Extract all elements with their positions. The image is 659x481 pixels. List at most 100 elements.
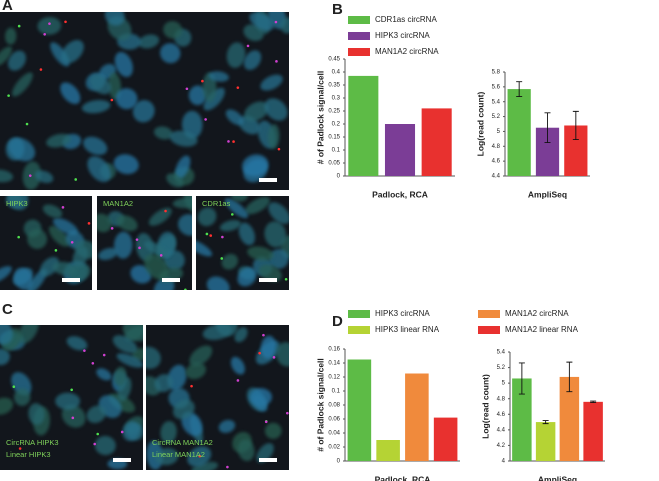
y-axis-label: Log(read count) <box>480 374 490 439</box>
x-axis-label: Padlock, RCA <box>372 189 428 199</box>
nucleus <box>114 366 127 386</box>
nucleus <box>196 239 213 257</box>
signal <box>185 87 189 91</box>
signal <box>184 288 187 290</box>
nucleus <box>0 169 14 183</box>
nucleus <box>61 40 84 64</box>
nucleus <box>28 403 45 425</box>
signal <box>87 222 91 225</box>
nucleus <box>96 368 112 381</box>
image-caption: Linear MAN1A2 <box>152 450 205 459</box>
nucleus <box>252 394 268 412</box>
nucleus <box>234 327 248 343</box>
bar <box>535 422 556 461</box>
legend-label: MAN1A2 circRNA <box>375 47 439 56</box>
signal <box>198 454 202 458</box>
y-tick-label: 0.4 <box>332 70 341 76</box>
y-tick-label: 0.05 <box>328 161 340 167</box>
nucleus <box>230 196 248 202</box>
nucleus <box>225 109 244 126</box>
legend-label: HIPK3 circRNA <box>375 309 430 318</box>
nucleus <box>46 133 71 148</box>
signal <box>17 24 21 28</box>
signal <box>102 353 106 357</box>
signal <box>201 79 204 83</box>
nucleus <box>72 246 89 267</box>
legend-label: HIPK3 circRNA <box>375 31 430 40</box>
nucleus <box>163 21 183 39</box>
signal <box>43 32 46 36</box>
legend-label: MAN1A2 linear RNA <box>505 325 579 334</box>
image-caption: CircRNA HIPK3 <box>6 438 59 447</box>
bar <box>384 124 416 176</box>
signal <box>275 60 278 63</box>
bar <box>347 359 372 461</box>
nucleus <box>87 156 111 183</box>
nucleus <box>148 207 172 226</box>
signal <box>83 349 86 352</box>
y-tick-label: 5 <box>502 381 506 387</box>
nucleus <box>98 247 118 261</box>
error-bar <box>544 112 551 144</box>
y-tick-label: 0.12 <box>328 375 340 381</box>
nucleus <box>249 12 275 31</box>
nucleus <box>83 136 108 156</box>
nucleus <box>219 220 241 232</box>
nucleus <box>268 202 289 225</box>
nucleus <box>237 267 257 287</box>
cells <box>97 196 192 290</box>
panel-label: B <box>332 1 343 18</box>
nucleus <box>238 222 256 246</box>
signal <box>205 232 209 236</box>
nucleus <box>197 207 217 227</box>
nucleus <box>243 24 264 42</box>
nucleus <box>154 447 179 466</box>
signal <box>264 420 268 424</box>
signal <box>96 432 100 436</box>
nucleus <box>113 154 139 175</box>
bar <box>433 417 458 461</box>
signal <box>28 174 32 177</box>
cells <box>0 325 143 470</box>
scale-bar <box>259 278 277 282</box>
y-tick-label: 4.6 <box>492 159 501 165</box>
image-label: CDR1as <box>202 199 231 208</box>
nucleus <box>0 348 10 366</box>
y-tick-label: 0.3 <box>332 96 341 102</box>
scale-bar <box>62 278 80 282</box>
nucleus <box>104 12 125 26</box>
nucleus <box>247 246 274 261</box>
signal <box>61 206 65 209</box>
bar <box>583 401 603 461</box>
nucleus <box>81 100 111 114</box>
y-tick-label: 0.08 <box>328 403 340 409</box>
nucleus <box>221 253 238 270</box>
nucleus <box>39 256 60 277</box>
nucleus <box>132 100 155 123</box>
nucleus <box>18 325 39 344</box>
bar <box>564 125 588 176</box>
x-axis-label: Padlock, RCA <box>375 474 431 481</box>
nucleus <box>52 218 79 235</box>
cells <box>0 12 289 190</box>
signal <box>227 140 230 143</box>
signal <box>138 246 141 250</box>
nucleus <box>224 198 249 219</box>
nucleus <box>169 130 198 147</box>
error-bar <box>572 110 579 141</box>
signal <box>25 122 29 126</box>
nucleus <box>66 336 88 351</box>
cells <box>0 196 92 290</box>
signal <box>246 44 250 48</box>
nucleus <box>260 335 276 359</box>
y-tick-label: 0.35 <box>328 83 340 89</box>
nucleus <box>112 335 138 354</box>
nucleus <box>243 50 262 71</box>
error-bar <box>566 361 573 393</box>
nucleus <box>48 225 70 247</box>
nucleus <box>14 388 31 406</box>
nucleus <box>244 101 269 122</box>
signal <box>277 147 281 151</box>
nucleus <box>181 110 203 139</box>
